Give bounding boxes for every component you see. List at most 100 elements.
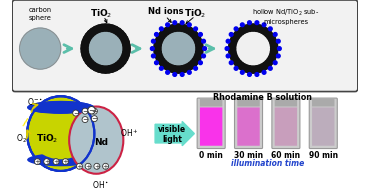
FancyArrow shape [155, 122, 194, 146]
Circle shape [202, 54, 205, 58]
Text: Nd: Nd [94, 138, 108, 146]
Circle shape [225, 47, 229, 50]
Circle shape [229, 45, 236, 52]
Circle shape [203, 47, 206, 50]
Circle shape [250, 24, 257, 31]
Text: TiO$_2$: TiO$_2$ [37, 132, 59, 145]
Circle shape [243, 65, 250, 72]
Circle shape [187, 62, 194, 69]
Circle shape [235, 31, 271, 66]
Circle shape [278, 47, 281, 50]
Text: /: / [22, 117, 28, 128]
Circle shape [194, 67, 198, 70]
Circle shape [151, 54, 155, 58]
Circle shape [253, 24, 260, 31]
Circle shape [229, 48, 236, 55]
Circle shape [262, 62, 269, 69]
Circle shape [83, 36, 90, 43]
Circle shape [250, 66, 257, 73]
Circle shape [88, 31, 123, 66]
Circle shape [63, 159, 68, 165]
Circle shape [119, 33, 126, 40]
Circle shape [91, 116, 97, 122]
Circle shape [270, 42, 278, 49]
Text: +: + [94, 164, 100, 170]
Circle shape [259, 64, 266, 71]
Circle shape [268, 36, 276, 43]
Circle shape [229, 24, 278, 73]
Circle shape [159, 27, 163, 31]
Text: OH$^+$: OH$^+$ [121, 127, 139, 139]
FancyBboxPatch shape [237, 107, 260, 146]
Circle shape [121, 36, 128, 43]
Circle shape [92, 64, 100, 71]
Circle shape [158, 33, 165, 40]
Text: O$_2^{-\bullet}$: O$_2^{-\bullet}$ [27, 97, 43, 110]
Circle shape [160, 60, 167, 67]
Circle shape [233, 33, 240, 40]
Text: +: + [34, 159, 40, 165]
Circle shape [123, 45, 130, 52]
Circle shape [180, 73, 184, 76]
Text: −: − [91, 116, 97, 122]
Circle shape [114, 28, 121, 35]
Circle shape [262, 23, 266, 27]
Circle shape [111, 26, 119, 33]
Circle shape [151, 39, 155, 43]
Circle shape [262, 28, 269, 35]
Ellipse shape [27, 101, 94, 114]
FancyBboxPatch shape [272, 98, 300, 149]
FancyArrowPatch shape [31, 104, 37, 112]
Text: Rhodamine B solution: Rhodamine B solution [213, 93, 312, 102]
Circle shape [102, 66, 109, 73]
Circle shape [91, 108, 97, 114]
Circle shape [102, 24, 109, 31]
Circle shape [234, 67, 238, 70]
Circle shape [155, 51, 162, 59]
FancyBboxPatch shape [200, 107, 222, 146]
Circle shape [190, 30, 197, 37]
Circle shape [226, 39, 230, 43]
Circle shape [255, 21, 259, 25]
Circle shape [276, 54, 280, 58]
Circle shape [256, 25, 263, 32]
Circle shape [270, 39, 277, 46]
Circle shape [240, 23, 244, 27]
Circle shape [114, 62, 121, 69]
Circle shape [233, 57, 240, 64]
Circle shape [248, 21, 251, 25]
Circle shape [269, 67, 272, 70]
Circle shape [155, 39, 162, 46]
Text: visible
light: visible light [158, 125, 186, 144]
Text: carbon
sphere: carbon sphere [28, 8, 52, 21]
Ellipse shape [30, 108, 92, 159]
Circle shape [173, 73, 176, 76]
Ellipse shape [27, 96, 94, 171]
Circle shape [81, 48, 88, 55]
Circle shape [154, 45, 161, 52]
Circle shape [154, 42, 161, 49]
Circle shape [92, 26, 100, 33]
Text: −: − [82, 117, 88, 123]
Circle shape [172, 66, 179, 73]
Circle shape [192, 57, 199, 64]
Circle shape [276, 39, 280, 43]
Circle shape [95, 65, 103, 72]
Text: TiO$_2$: TiO$_2$ [184, 8, 206, 20]
Circle shape [199, 61, 202, 65]
FancyBboxPatch shape [200, 99, 222, 107]
Circle shape [105, 66, 112, 73]
Text: +: + [63, 159, 68, 165]
FancyBboxPatch shape [312, 107, 334, 146]
FancyBboxPatch shape [12, 0, 358, 91]
Circle shape [77, 163, 83, 169]
Circle shape [195, 39, 202, 46]
Circle shape [229, 33, 233, 36]
Circle shape [87, 60, 94, 67]
Circle shape [270, 51, 277, 59]
Circle shape [190, 60, 197, 67]
Circle shape [105, 24, 112, 31]
Circle shape [240, 26, 247, 33]
Circle shape [194, 54, 201, 62]
Circle shape [162, 28, 170, 35]
